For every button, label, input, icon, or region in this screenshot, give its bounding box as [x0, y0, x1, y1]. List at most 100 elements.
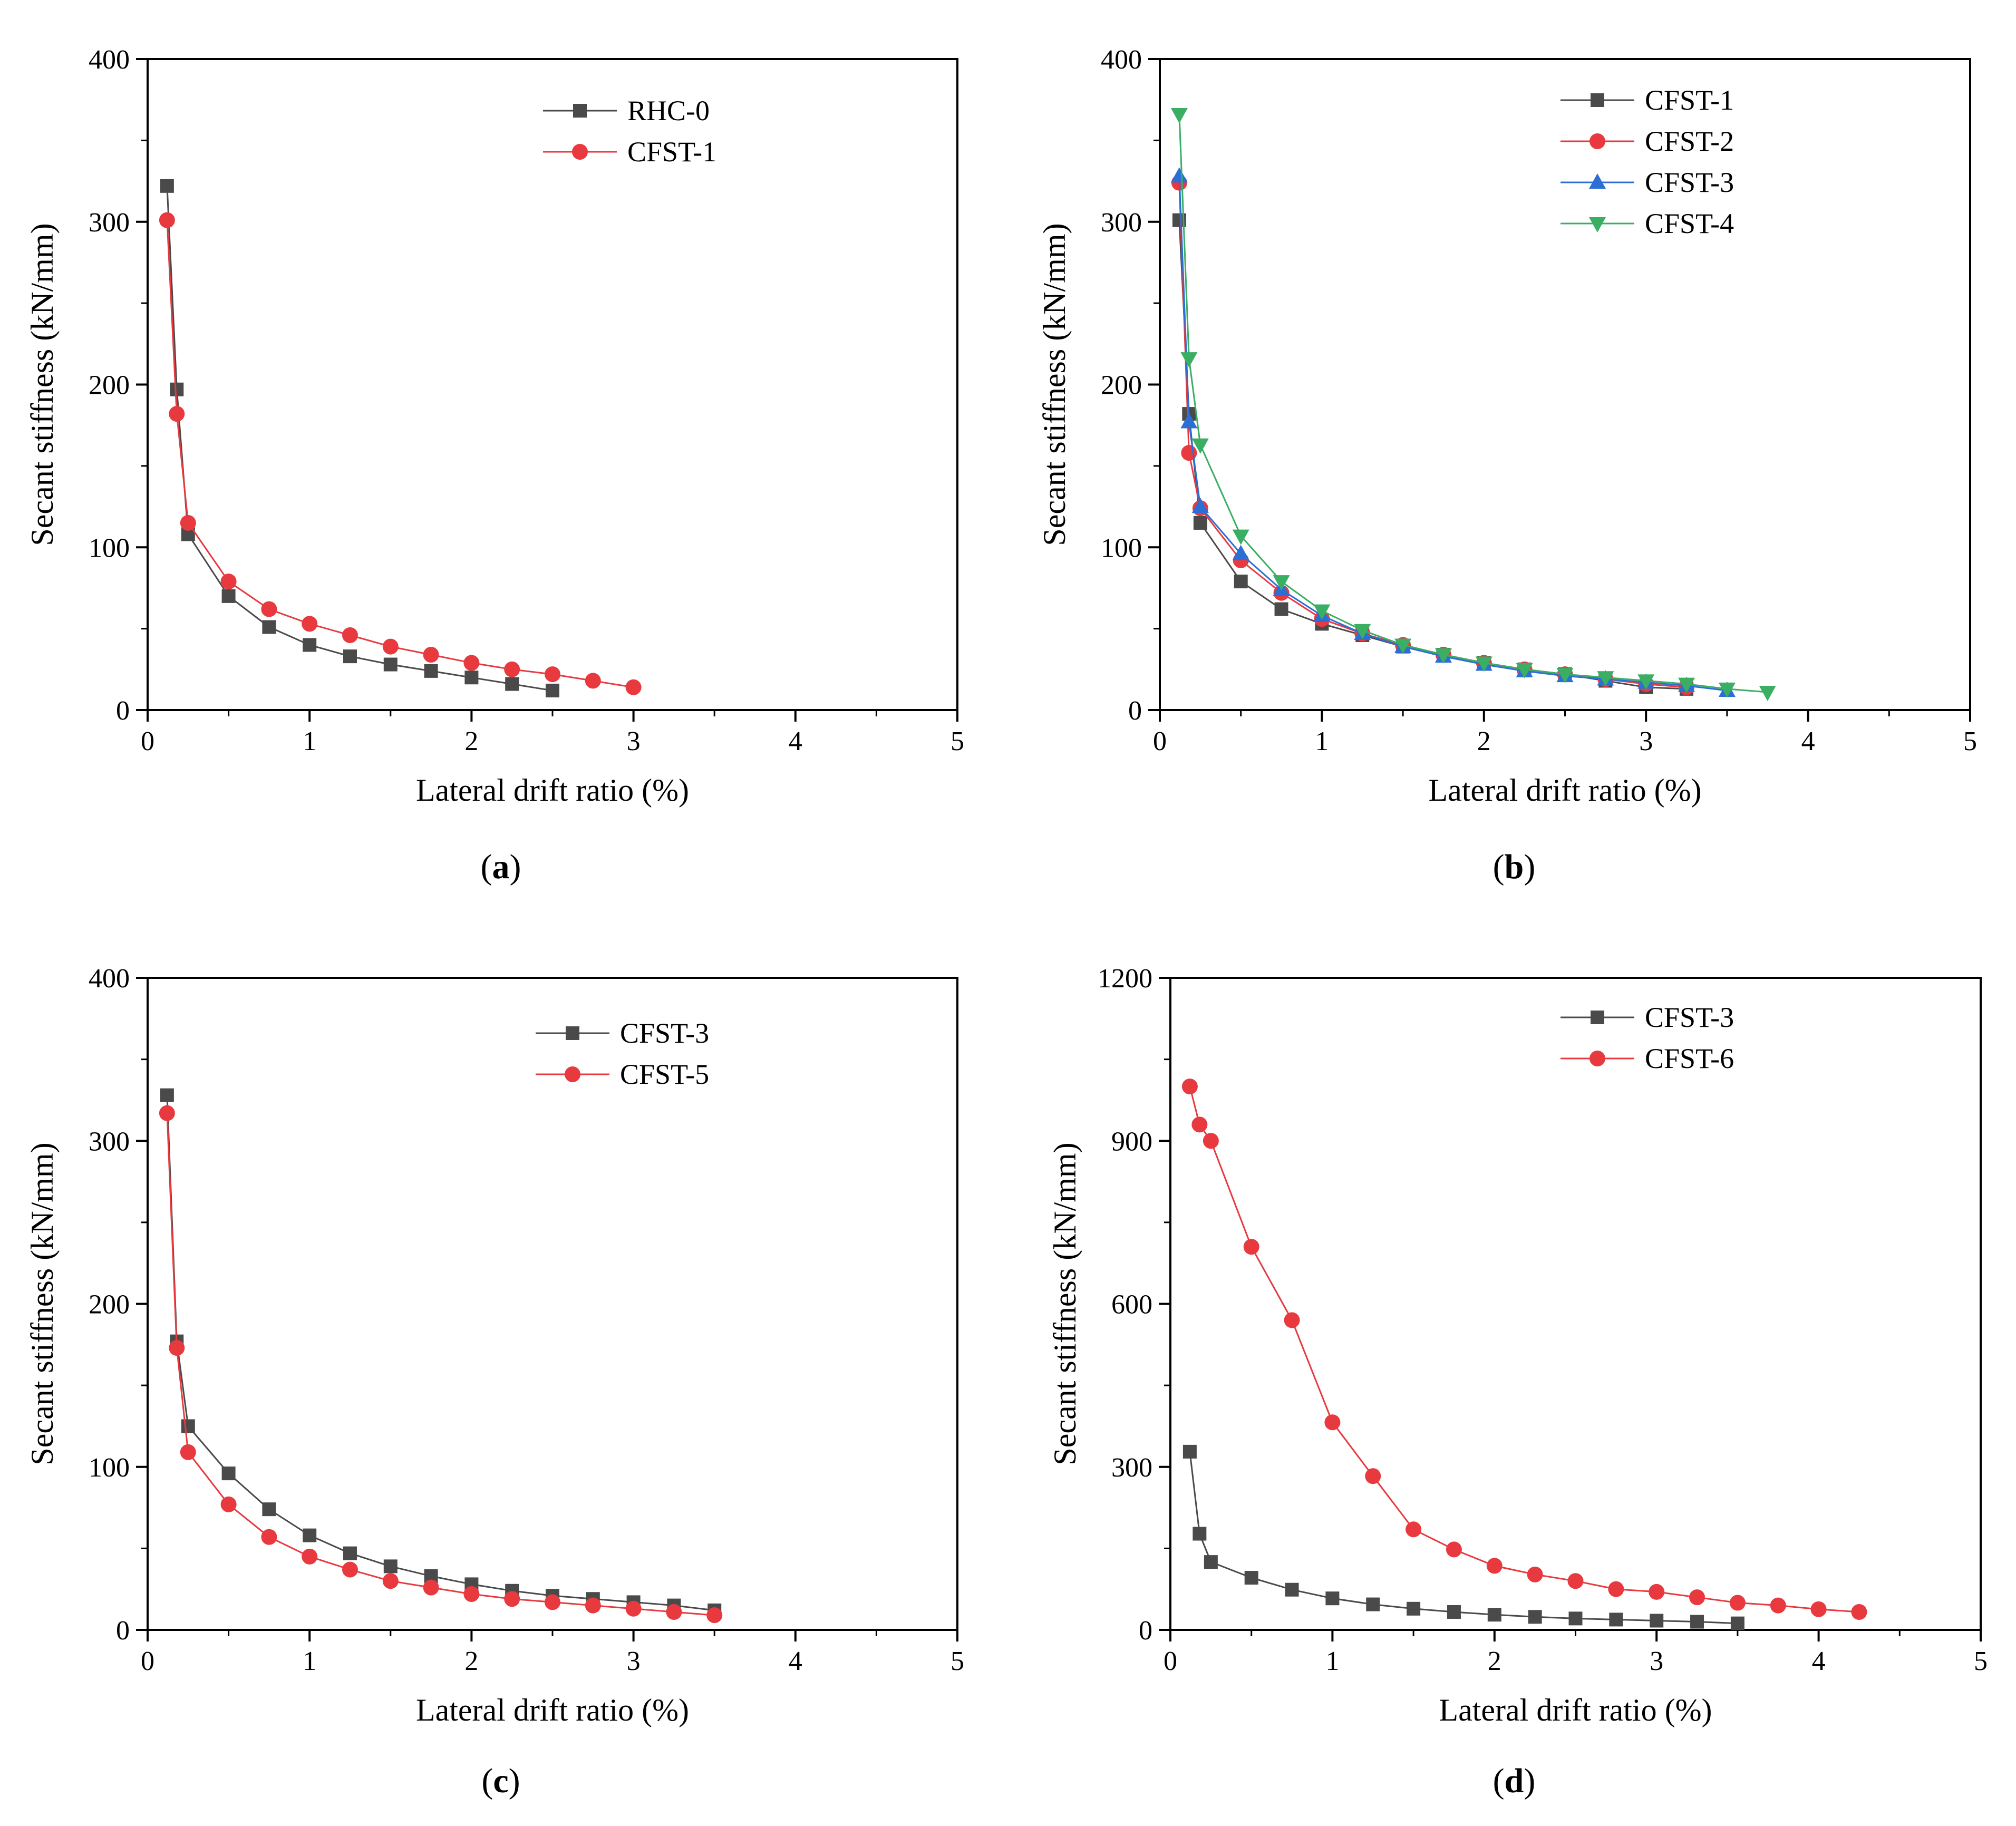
x-tick-label: 0: [1153, 726, 1167, 756]
data-point: [1527, 1566, 1543, 1582]
data-point: [160, 1088, 174, 1102]
data-point: [1183, 1444, 1197, 1459]
y-tick-label: 400: [1101, 45, 1142, 75]
x-tick-label: 1: [303, 726, 316, 756]
y-tick-label: 0: [1128, 696, 1142, 726]
data-point: [1759, 686, 1776, 702]
data-point: [1567, 1573, 1584, 1589]
series-cfst-3: [1183, 1444, 1744, 1630]
legend: CFST-1 CFST-2 CFST-3 CFST-4: [1561, 84, 1734, 239]
series-cfst-5: [159, 1105, 723, 1624]
panel-label-letter: b: [1505, 848, 1524, 886]
series-cfst-6: [1181, 1079, 1867, 1620]
series-cfst-1: [159, 212, 642, 695]
series-line: [1178, 114, 1768, 693]
data-point: [1810, 1601, 1827, 1617]
legend-marker: [573, 104, 587, 118]
data-point: [1718, 682, 1736, 698]
data-point: [1273, 575, 1290, 591]
data-point: [1690, 1615, 1704, 1629]
x-axis-title: Lateral drift ratio (%): [416, 773, 689, 808]
y-tick-label: 0: [116, 1616, 130, 1646]
data-point: [1170, 167, 1188, 183]
x-tick-label: 5: [951, 1646, 964, 1676]
data-point: [1232, 545, 1249, 560]
legend-label: CFST-1: [627, 136, 716, 168]
legend-label: CFST-4: [1645, 208, 1734, 239]
y-tick-label: 400: [89, 45, 130, 75]
data-point: [220, 1496, 237, 1512]
data-point: [1689, 1589, 1705, 1606]
x-tick-label: 2: [1488, 1646, 1501, 1676]
data-point: [181, 1419, 195, 1433]
data-point: [1597, 671, 1614, 687]
data-point: [1446, 1541, 1462, 1558]
data-point: [221, 589, 236, 603]
data-point: [504, 661, 520, 677]
data-point: [1354, 624, 1371, 639]
data-point: [261, 601, 277, 617]
data-point: [382, 638, 399, 655]
x-axis-title: Lateral drift ratio (%): [1428, 773, 1701, 808]
data-point: [1180, 413, 1198, 429]
chart-panel-b: 0 1 2 3 4 5 0 100 200 300 400 Lateral drift ratio (…: [1037, 45, 1977, 886]
legend-marker: [1589, 217, 1606, 232]
legend-label: RHC-0: [627, 95, 710, 127]
data-point: [1284, 1312, 1300, 1328]
series-cfst-1: [1172, 213, 1694, 696]
legend-label: CFST-3: [620, 1017, 709, 1049]
data-point: [342, 627, 358, 643]
legend-marker: [1589, 173, 1606, 189]
data-point: [1406, 1521, 1422, 1538]
x-tick-label: 4: [1812, 1646, 1826, 1676]
data-point: [303, 638, 317, 652]
panel-label: (c): [481, 1762, 520, 1800]
panel-label-letter: d: [1505, 1762, 1524, 1800]
x-tick-label: 5: [1963, 726, 1977, 756]
panel-label: (a): [481, 848, 521, 886]
data-point: [463, 1586, 480, 1602]
data-point: [585, 1597, 601, 1614]
data-point: [169, 1339, 185, 1356]
data-point: [1730, 1616, 1744, 1630]
data-point: [343, 649, 357, 664]
legend-marker: [1591, 1011, 1604, 1024]
data-point: [1447, 1605, 1461, 1619]
data-point: [1649, 1584, 1665, 1600]
data-point: [1851, 1604, 1867, 1620]
x-axis-title: Lateral drift ratio (%): [416, 1693, 689, 1727]
data-point: [463, 655, 480, 671]
series-cfst-3: [160, 1088, 722, 1617]
data-point: [545, 1594, 560, 1610]
data-point: [666, 1604, 682, 1620]
panel-label-letter: c: [493, 1762, 508, 1800]
series-line: [1189, 1451, 1738, 1625]
data-point: [1191, 1116, 1208, 1133]
y-tick-label: 200: [89, 371, 130, 401]
data-point: [262, 620, 276, 634]
series-rhc-0: [160, 179, 559, 697]
data-point: [221, 1466, 236, 1481]
series-line: [1189, 1086, 1859, 1613]
series-line: [166, 1113, 715, 1616]
x-tick-label: 5: [1974, 1646, 1988, 1676]
chart-panel-d: 0 1 2 3 4 5 0 300 600 900 1200 Lateral drift ratio …: [1048, 964, 1988, 1800]
data-point: [343, 1546, 357, 1560]
data-point: [1678, 677, 1695, 693]
data-point: [1407, 1601, 1421, 1616]
data-point: [159, 212, 175, 228]
legend-marker: [1589, 1051, 1605, 1066]
y-tick-label: 200: [1101, 371, 1142, 401]
data-point: [170, 382, 184, 396]
chart-panel-a: 0 1 2 3 4 5 0 100 200 300 400 Lateral drift ratio (…: [25, 45, 964, 886]
series-line: [166, 186, 553, 692]
data-point: [1203, 1133, 1219, 1149]
data-point: [706, 1607, 723, 1624]
data-point: [382, 1573, 399, 1589]
legend-marker: [1589, 133, 1605, 149]
x-tick-label: 2: [1477, 726, 1491, 756]
data-point: [625, 1600, 642, 1617]
x-tick-label: 1: [303, 1646, 316, 1676]
data-point: [169, 406, 185, 422]
x-tick-label: 1: [1315, 726, 1329, 756]
